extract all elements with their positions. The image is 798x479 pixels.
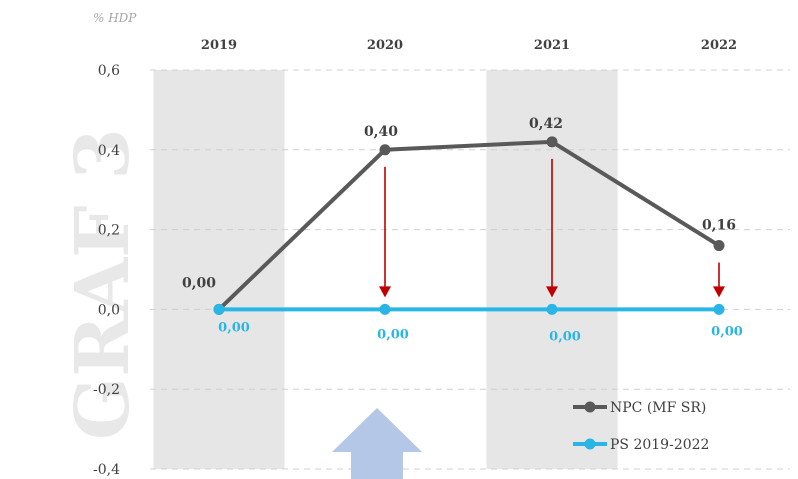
up-arrow-icon — [332, 408, 422, 479]
npc-data-label: 0,42 — [529, 116, 563, 132]
legend-label: PS 2019-2022 — [610, 437, 709, 453]
data-point — [379, 144, 391, 156]
data-point — [713, 240, 725, 252]
legend-marker — [584, 401, 596, 413]
ps-data-label: 0,00 — [218, 320, 250, 335]
arrow-head — [379, 286, 391, 298]
y-tick-label: 0,6 — [98, 63, 120, 79]
unit-label: % HDP — [93, 11, 137, 25]
data-point — [546, 136, 558, 148]
series-lines — [217, 139, 721, 312]
ps-data-label: 0,00 — [377, 327, 409, 342]
watermark-text: GRAF 3 — [60, 128, 146, 440]
x-tick-label: 2021 — [534, 38, 570, 53]
x-tick-label: 2019 — [201, 38, 237, 53]
arrow-head — [546, 286, 558, 298]
y-tick-label: 0,4 — [98, 143, 120, 159]
npc-data-label: 0,40 — [364, 124, 398, 140]
npc-data-label: 0,16 — [702, 218, 736, 234]
y-tick-label: -0,2 — [93, 382, 120, 398]
x-tick-label: 2022 — [701, 38, 737, 53]
y-axis-ticks: 0,6 0,4 0,2 0,0 -0,2 -0,4 — [93, 63, 120, 478]
data-point — [546, 303, 558, 315]
x-tick-label: 2020 — [367, 38, 403, 53]
series-points — [213, 136, 725, 315]
data-point — [213, 303, 225, 315]
y-tick-label: 0,0 — [98, 302, 120, 318]
x-axis-ticks: 2019 2020 2021 2022 — [201, 38, 737, 53]
series-line — [217, 139, 721, 312]
legend-label: NPC (MF SR) — [610, 400, 706, 416]
npc-data-label: 0,00 — [182, 275, 216, 291]
legend: NPC (MF SR) PS 2019-2022 — [573, 400, 709, 453]
y-tick-label: -0,4 — [93, 462, 120, 478]
data-point — [379, 303, 391, 315]
y-tick-label: 0,2 — [98, 223, 120, 239]
data-point — [713, 303, 725, 315]
arrow-head — [713, 286, 725, 298]
ps-data-label: 0,00 — [711, 324, 743, 339]
decrease-arrows — [379, 158, 725, 298]
shade-2019 — [153, 70, 285, 469]
ps-data-label: 0,00 — [549, 329, 581, 344]
legend-marker — [584, 438, 596, 450]
data-labels: 0,00 0,40 0,42 0,16 0,00 0,00 0,00 0,00 — [182, 116, 743, 345]
